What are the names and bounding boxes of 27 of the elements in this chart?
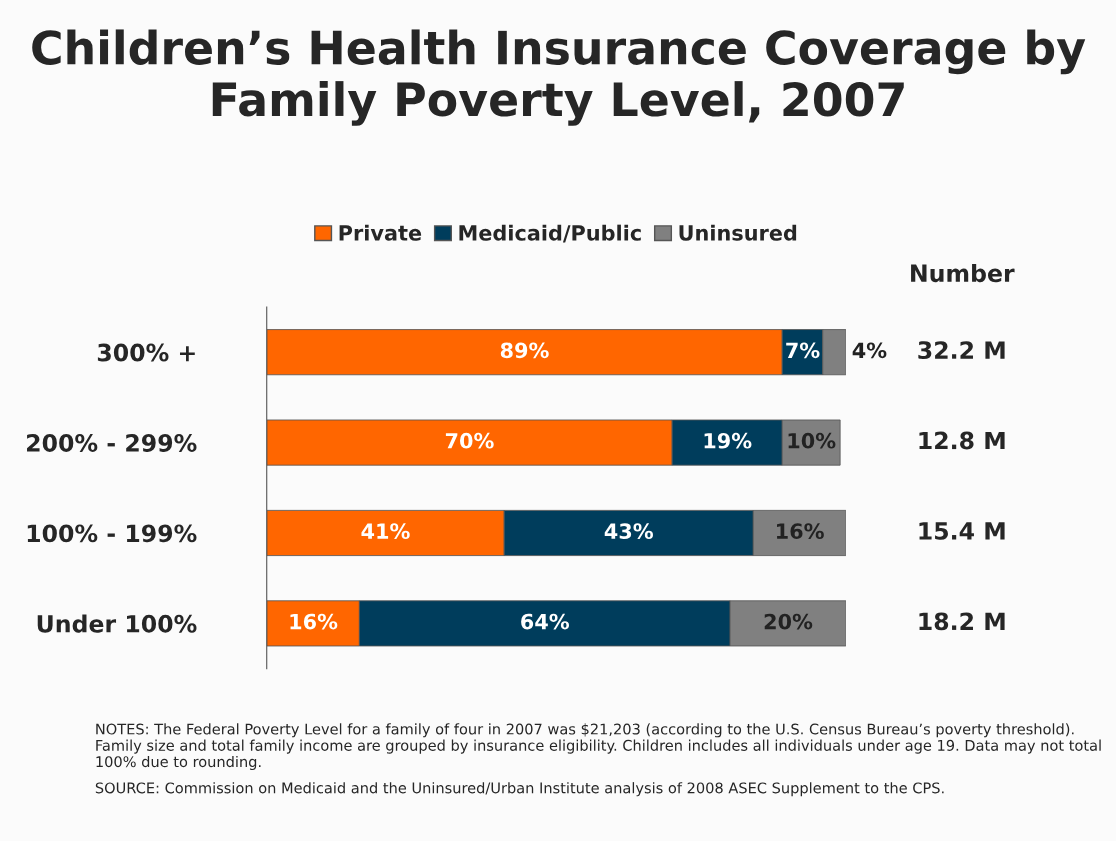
data-label: 70% (445, 432, 494, 449)
data-label: 16% (777, 523, 824, 540)
y-tick-label: 300% + (97, 343, 195, 362)
source-note: SOURCE: Commission on Medicaid and the Uninsured/Urban Institute analysis of 2008 ASEC Supplement to the CPS. (95, 782, 944, 797)
data-label: 43% (604, 523, 653, 540)
text: 12.8 M (919, 431, 1005, 450)
y-tick-label: 100% - 199% (27, 524, 197, 543)
y-tick-label: Under 100% (37, 614, 197, 633)
data-label: 7% (786, 342, 820, 359)
text: Number (911, 263, 1015, 283)
text: 32.2 M (918, 341, 1005, 360)
legend-label: Medicaid/Public (459, 224, 641, 243)
legend-label: Private (339, 224, 422, 241)
y-tick-label: 200% - 299% (27, 434, 197, 452)
data-label: 64% (521, 613, 570, 630)
data-label: 4% (852, 342, 887, 359)
data-label: 41% (361, 523, 410, 540)
text: 18.2 M (919, 612, 1005, 631)
data-label: 16% (290, 613, 338, 630)
data-label: 19% (704, 432, 752, 449)
data-label: 10% (788, 432, 836, 449)
legend-label: Uninsured (679, 224, 797, 241)
text: 15.4 M (919, 522, 1005, 540)
data-label: 89% (500, 342, 549, 359)
data-label: 20% (764, 613, 813, 630)
text: NOTES: The Federal Poverty Level for a family of four in 2007 was $21,203 (according to the U.S. Census Bureau’s poverty threshold). Family size and total family income are grouped by insurance eligibility. Children includes all individuals under age 19. Data may not total 100% due to rounding. (96, 723, 1101, 771)
chart-title: Children’s Health Insurance Coverage by Family Poverty Level, 2007 (32, 29, 1086, 126)
